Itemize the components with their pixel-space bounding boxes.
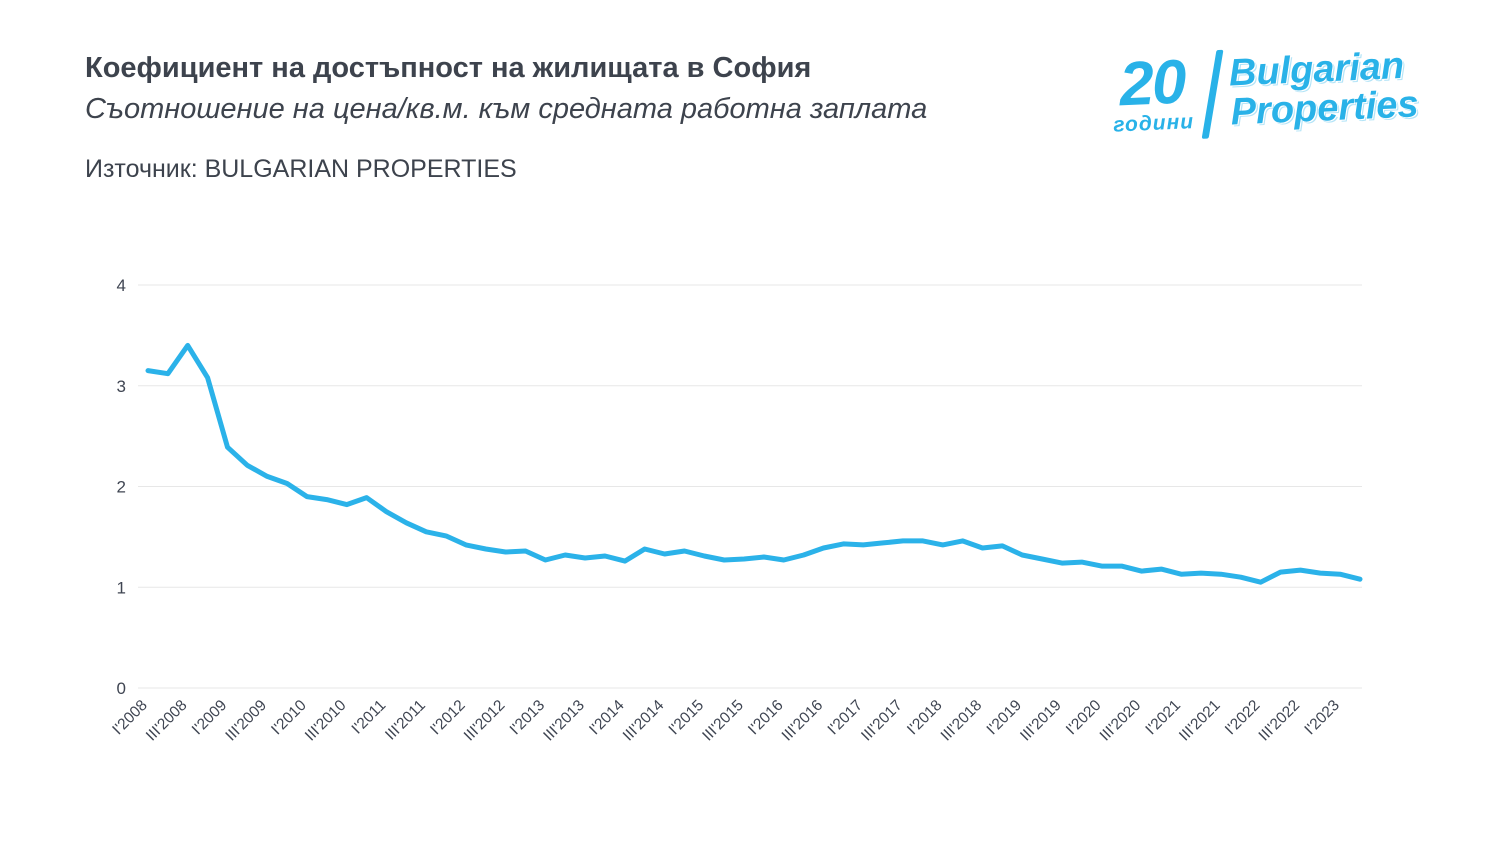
y-tick-label: 0	[117, 679, 126, 698]
page-title: Коефициент на достъпност на жилищата в С…	[85, 52, 812, 84]
logo-slash-divider	[1201, 49, 1224, 139]
x-tick-label: III'2016	[779, 697, 827, 745]
logo-years-label: години	[1113, 110, 1195, 137]
x-tick-label: III'2015	[699, 697, 747, 745]
x-tick-label: III'2009	[222, 697, 270, 745]
x-tick-label: III'2014	[620, 697, 668, 745]
source-label: Източник: BULGARIAN PROPERTIES	[85, 154, 517, 183]
x-tick-label: III'2018	[938, 697, 986, 745]
x-tick-label: III'2021	[1176, 697, 1224, 745]
x-tick-label: III'2019	[1017, 697, 1065, 745]
y-tick-label: 1	[117, 578, 126, 597]
affordability-line-chart: 01234I'2008III'2008I'2009III'2009I'2010I…	[109, 276, 1363, 745]
logo-brand-line2: Properties	[1229, 83, 1420, 134]
x-tick-label: III'2013	[540, 697, 588, 745]
chart-area: 0 1 2 3 4 I'2008 III'2008 I'2009 III'2009 I'2010 I…	[100, 248, 1420, 843]
x-tick-label: III'2008	[143, 697, 191, 745]
y-tick-label: 4	[117, 276, 126, 295]
logo-anniversary-block: 20 години	[1111, 47, 1195, 138]
chart-header: Коефициент на достъпност на жилищата в С…	[85, 52, 927, 184]
y-tick-label: 3	[117, 377, 126, 396]
bulgarian-properties-logo: 20 години Bulgarian Properties	[1110, 41, 1420, 142]
x-tick-label: I'2023	[1301, 697, 1343, 739]
affordability-line	[145, 342, 1363, 585]
x-tick-label: III'2022	[1256, 697, 1304, 745]
x-tick-label: III'2011	[382, 697, 429, 744]
x-tick-label: III'2010	[302, 697, 350, 745]
page-subtitle: Съотношение на цена/кв.м. към средната р…	[85, 93, 928, 126]
x-tick-label: III'2012	[461, 697, 509, 745]
x-tick-label: III'2017	[858, 697, 906, 745]
x-tick-label: III'2020	[1097, 697, 1145, 745]
logo-years-number: 20	[1118, 47, 1187, 119]
y-tick-label: 2	[117, 478, 126, 497]
logo-brand-name: Bulgarian Properties	[1228, 45, 1420, 134]
